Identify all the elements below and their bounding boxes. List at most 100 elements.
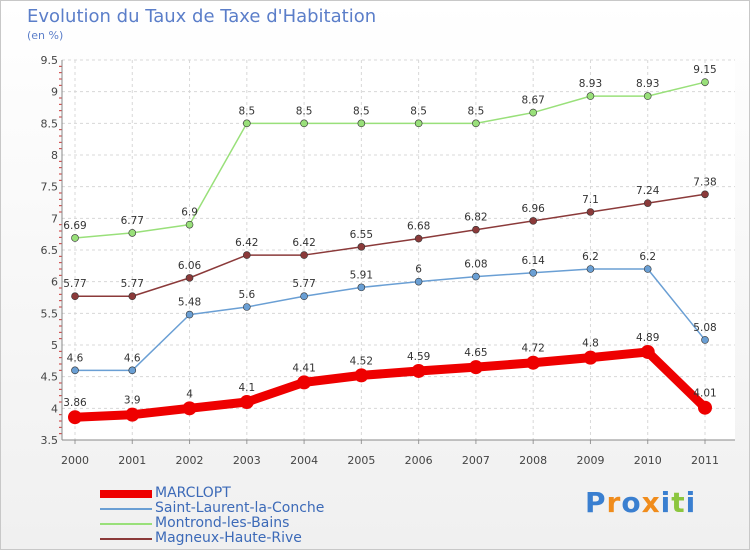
data-label-saint-laurent-la-conche: 6.14 (521, 255, 545, 267)
data-label-marclopt: 4.8 (582, 338, 599, 350)
series-line-saint-laurent-la-conche (74, 268, 706, 372)
chart-subtitle: (en %) (27, 29, 64, 42)
series-line-marclopt (70, 347, 710, 422)
data-label-marclopt: 4.89 (636, 332, 659, 344)
logo-letter: o (621, 486, 642, 519)
data-label-montrond-les-bains: 8.5 (296, 105, 313, 117)
data-label-marclopt: 4.59 (407, 351, 430, 363)
data-label-montrond-les-bains: 8.5 (468, 105, 485, 117)
y-tick-label: 6 (51, 276, 58, 289)
y-tick-label: 7 (51, 212, 58, 225)
data-point-marclopt (640, 344, 655, 359)
data-label-montrond-les-bains: 8.5 (353, 105, 370, 117)
data-label-saint-laurent-la-conche: 5.48 (178, 297, 201, 309)
data-point-saint-laurent-la-conche (643, 265, 652, 273)
y-tick-label: 4 (51, 402, 58, 415)
data-point-marclopt (68, 410, 82, 425)
data-label-montrond-les-bains: 8.93 (636, 78, 659, 90)
legend-swatch-montrond (100, 523, 152, 525)
legend-label-saint-laurent: Saint-Laurent-la-Conche (155, 500, 325, 516)
data-point-saint-laurent-la-conche (357, 283, 366, 292)
data-point-saint-laurent-la-conche (128, 366, 137, 375)
data-label-magneux-haute-rive: 6.82 (464, 212, 487, 224)
data-label-magneux-haute-rive: 6.06 (178, 260, 202, 272)
series-line-magneux-haute-rive (74, 193, 706, 297)
y-tick-label: 5.5 (41, 307, 59, 320)
data-point-marclopt (583, 350, 598, 365)
x-tick-label: 2010 (634, 454, 662, 467)
data-label-marclopt: 3.86 (63, 397, 87, 409)
data-label-marclopt: 4.72 (521, 343, 544, 355)
x-tick-label: 2004 (290, 454, 318, 467)
data-point-saint-laurent-la-conche (243, 303, 251, 311)
legend-label-marclopt: MARCLOPT (155, 485, 231, 501)
x-tick-label: 2007 (462, 454, 490, 467)
data-point-montrond-les-bains (357, 119, 366, 128)
data-point-saint-laurent-la-conche (586, 265, 595, 273)
data-point-marclopt (125, 407, 140, 422)
data-label-marclopt: 4.1 (238, 382, 255, 394)
y-tick-label: 9 (51, 86, 58, 99)
data-point-magneux-haute-rive (300, 251, 308, 259)
x-tick-label: 2003 (233, 454, 261, 467)
data-point-montrond-les-bains (472, 119, 480, 128)
chart-title: Evolution du Taux de Taxe d'Habitation (27, 6, 377, 27)
data-point-magneux-haute-rive (643, 199, 652, 207)
legend-swatch-magneux (100, 538, 152, 540)
data-point-magneux-haute-rive (128, 292, 137, 301)
data-label-saint-laurent-la-conche: 6.2 (639, 251, 656, 263)
data-point-montrond-les-bains (243, 119, 251, 128)
data-label-magneux-haute-rive: 6.55 (350, 229, 373, 241)
data-point-marclopt (354, 368, 369, 383)
data-point-magneux-haute-rive (185, 274, 194, 282)
x-tick-label: 2006 (405, 454, 433, 467)
legend-label-montrond: Montrond-les-Bains (155, 515, 290, 531)
data-label-montrond-les-bains: 9.15 (693, 64, 716, 76)
data-point-magneux-haute-rive (357, 243, 366, 251)
data-point-saint-laurent-la-conche (701, 336, 709, 344)
data-label-montrond-les-bains: 8.67 (521, 95, 544, 107)
data-point-magneux-haute-rive (71, 292, 79, 301)
data-label-saint-laurent-la-conche: 5.08 (693, 322, 716, 334)
data-label-marclopt: 4.01 (693, 388, 716, 400)
legend-swatch-saint-laurent (100, 508, 152, 510)
data-label-marclopt: 4.41 (292, 362, 315, 374)
y-tick-label: 7.5 (41, 181, 59, 194)
data-label-saint-laurent-la-conche: 6 (415, 264, 422, 276)
data-point-montrond-les-bains (586, 92, 595, 100)
y-tick-label: 8.5 (41, 117, 59, 130)
logo-letter: P (585, 486, 607, 519)
data-point-magneux-haute-rive (586, 208, 595, 216)
data-point-marclopt (411, 363, 426, 378)
legend-swatch-marclopt (100, 490, 152, 498)
data-label-saint-laurent-la-conche: 4.6 (124, 352, 141, 364)
logo-letter: t (671, 486, 686, 519)
x-tick-label: 2002 (176, 454, 204, 467)
data-point-saint-laurent-la-conche (529, 268, 537, 277)
data-label-magneux-haute-rive: 7.38 (693, 176, 716, 188)
data-label-saint-laurent-la-conche: 6.2 (582, 251, 599, 263)
x-tick-label: 2009 (576, 454, 604, 467)
x-tick-label: 2011 (691, 454, 719, 467)
data-point-magneux-haute-rive (243, 251, 251, 259)
data-point-marclopt (182, 401, 197, 416)
data-point-saint-laurent-la-conche (300, 292, 308, 301)
logo-letter: x (641, 486, 661, 519)
legend-label-magneux: Magneux-Haute-Rive (155, 530, 302, 546)
data-label-magneux-haute-rive: 6.42 (235, 237, 258, 249)
data-point-marclopt (239, 395, 254, 409)
data-point-montrond-les-bains (128, 229, 137, 237)
data-point-magneux-haute-rive (414, 234, 423, 243)
logo-letter: i (660, 486, 672, 519)
x-tick-label: 2008 (519, 454, 547, 467)
y-tick-label: 6.5 (41, 244, 59, 257)
data-label-montrond-les-bains: 8.5 (238, 105, 255, 117)
data-point-magneux-haute-rive (529, 217, 537, 225)
data-point-montrond-les-bains (529, 108, 537, 117)
data-point-marclopt (468, 360, 483, 375)
data-label-marclopt: 4 (186, 388, 193, 400)
x-tick-label: 2001 (118, 454, 146, 467)
series-line-montrond-les-bains (74, 81, 706, 239)
data-point-saint-laurent-la-conche (414, 277, 423, 286)
